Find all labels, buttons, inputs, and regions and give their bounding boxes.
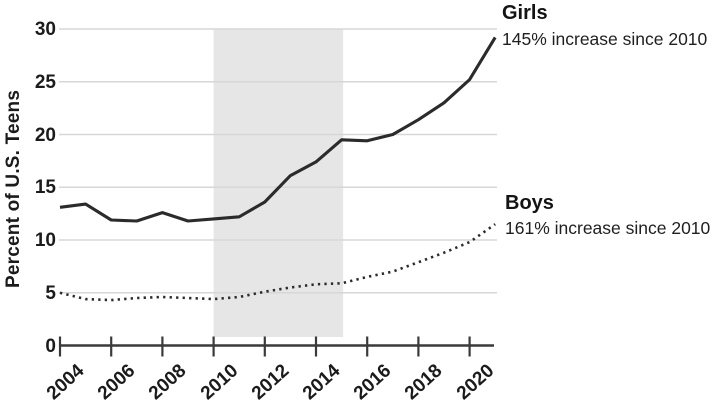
y-tick-label-10: 10	[34, 230, 56, 251]
girls-increase-note: 145% increase since 2010	[502, 29, 708, 49]
boys-increase-note: 161% increase since 2010	[505, 218, 711, 238]
y-tick-label-15: 15	[34, 177, 56, 199]
y-tick-label-5: 5	[45, 282, 56, 304]
girls-series-label: Girls	[502, 2, 548, 24]
y-tick-label-20: 20	[34, 124, 56, 146]
boys-line	[59, 223, 496, 302]
y-tick-label-0: 0	[45, 335, 56, 357]
y-tick-label-25: 25	[34, 71, 56, 93]
shaded-region-2010-2015	[213, 29, 344, 337]
boys-series-label: Boys	[505, 192, 554, 214]
girls-line	[59, 36, 497, 223]
y-tick-label-30: 30	[34, 19, 56, 40]
